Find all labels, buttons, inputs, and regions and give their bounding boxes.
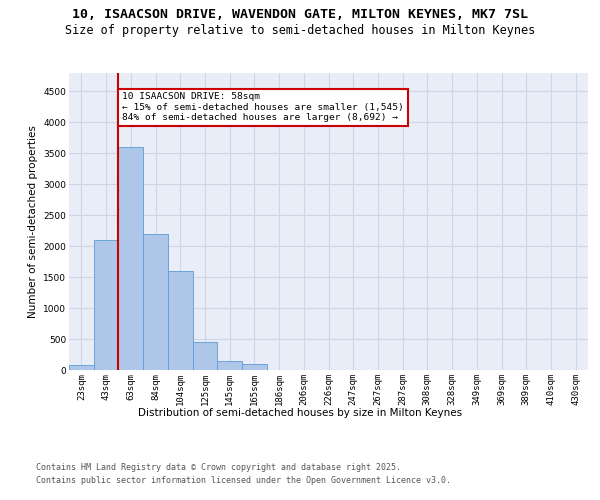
- Bar: [94, 240, 118, 370]
- Text: 10 ISAACSON DRIVE: 58sqm
← 15% of semi-detached houses are smaller (1,545)
84% o: 10 ISAACSON DRIVE: 58sqm ← 15% of semi-d…: [122, 92, 404, 122]
- Text: Size of property relative to semi-detached houses in Milton Keynes: Size of property relative to semi-detach…: [65, 24, 535, 37]
- Text: Contains HM Land Registry data © Crown copyright and database right 2025.: Contains HM Land Registry data © Crown c…: [36, 462, 401, 471]
- Bar: [242, 364, 267, 370]
- Bar: [118, 147, 143, 370]
- Bar: [143, 234, 168, 370]
- Bar: [193, 342, 217, 370]
- Text: Distribution of semi-detached houses by size in Milton Keynes: Distribution of semi-detached houses by …: [138, 408, 462, 418]
- Bar: [69, 366, 94, 370]
- Text: 10, ISAACSON DRIVE, WAVENDON GATE, MILTON KEYNES, MK7 7SL: 10, ISAACSON DRIVE, WAVENDON GATE, MILTO…: [72, 8, 528, 20]
- Bar: [168, 271, 193, 370]
- Bar: [217, 362, 242, 370]
- Text: Contains public sector information licensed under the Open Government Licence v3: Contains public sector information licen…: [36, 476, 451, 485]
- Y-axis label: Number of semi-detached properties: Number of semi-detached properties: [28, 125, 38, 318]
